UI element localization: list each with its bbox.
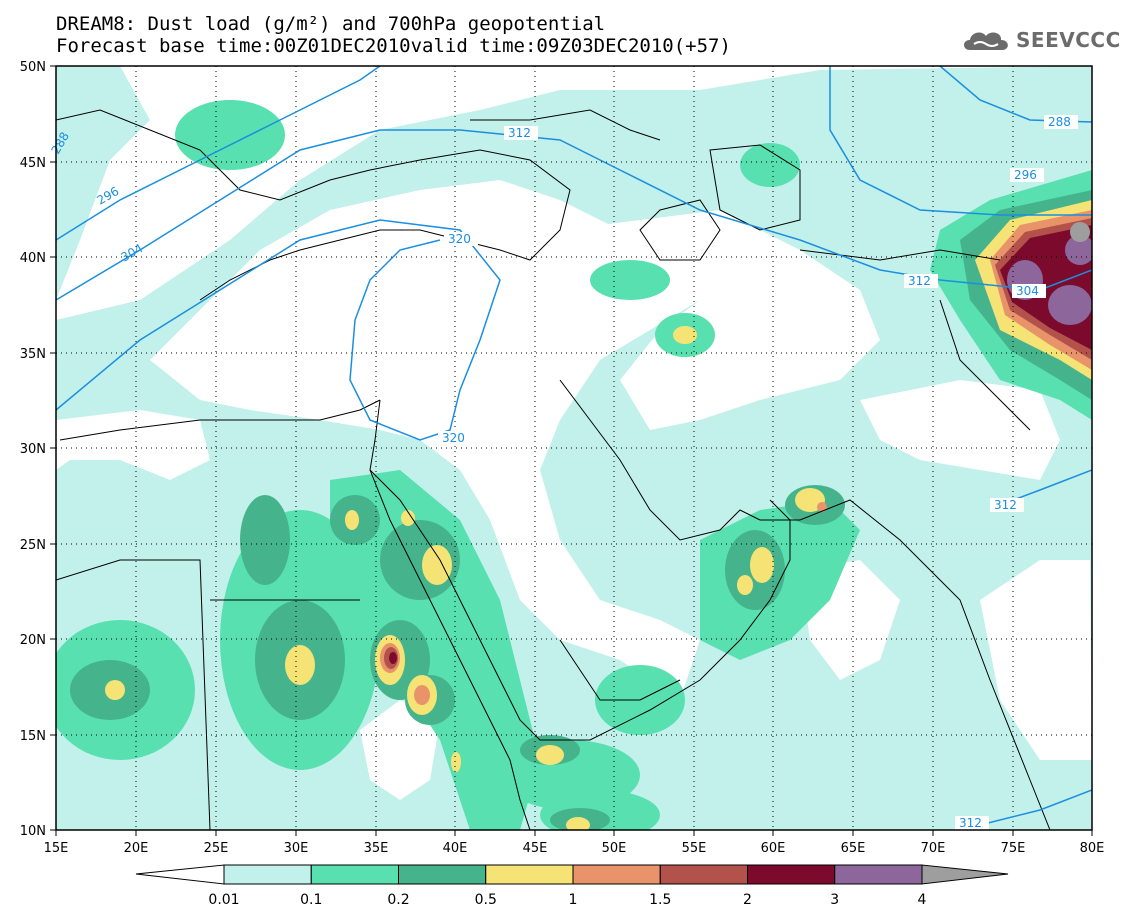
lat-label: 50N [20,60,46,75]
latitude-labels: 10N 15N 20N 25N 30N 35N 40N 45N 50N [20,60,46,839]
colorbar-box [398,864,487,885]
title-line-1: DREAM8: Dust load (g/m²) and 700hPa geop… [56,13,606,35]
coastlines [56,109,1051,830]
dust-clear-area [150,180,700,700]
colorbar-over-triangle [921,864,1009,885]
colorbar-box [747,864,836,885]
longitude-labels: 15E 20E 25E 30E 35E 40E 45E 50E 55E 60E … [44,841,1105,856]
contour-label: 312 [908,274,931,288]
lon-label: 30E [284,841,309,856]
colorbar: 0.01 0.1 0.2 0.5 1 1.5 2 3 4 [135,864,1009,908]
axis-ticks [50,65,1093,836]
lat-label: 45N [20,156,46,171]
lat-label: 15N [20,729,46,744]
colorbar-box [572,864,661,885]
contour-label: 312 [959,816,982,830]
lon-label: 70E [921,841,946,856]
colorbar-box [659,864,748,885]
contour-label: 320 [448,232,471,246]
colorbar-under-triangle [135,864,225,885]
title-line-2: Forecast base time:00Z01DEC2010valid tim… [56,35,731,57]
colorbar-label: 1 [569,892,578,908]
lon-label: 35E [364,841,389,856]
cloud-icon [964,32,1008,50]
colorbar-label: 3 [830,892,839,908]
contour-label: 320 [442,431,465,445]
lon-label: 65E [841,841,866,856]
lon-label: 20E [124,841,149,856]
contour-label: 288 [1048,115,1071,129]
lon-label: 75E [1001,841,1026,856]
lon-label: 45E [523,841,548,856]
lat-label: 40N [20,251,46,266]
seevccc-logo: SEEVCCC [960,26,1121,54]
lat-label: 30N [20,442,46,457]
colorbar-label: 1.5 [649,892,671,908]
colorbar-label: 0.2 [387,892,409,908]
logo-text: SEEVCCC [1016,28,1121,52]
contour-label: 312 [994,498,1017,512]
lat-label: 10N [20,824,46,839]
contour-label: 312 [508,126,531,140]
contour-label: 304 [1016,284,1039,298]
colorbar-label: 4 [918,892,927,908]
colorbar-box [834,864,923,885]
contour-label: 296 [1014,168,1037,182]
lon-label: 25E [204,841,229,856]
colorbar-label: 0.5 [475,892,497,908]
colorbar-box [310,864,399,885]
lat-label: 35N [20,347,46,362]
lon-label: 55E [682,841,707,856]
lon-label: 15E [44,841,69,856]
colorbar-label: 2 [743,892,752,908]
lat-label: 20N [20,633,46,648]
lon-label: 50E [602,841,627,856]
colorbar-box [485,864,574,885]
colorbar-label: 0.1 [300,892,322,908]
colorbar-label: 0.01 [208,892,239,908]
colorbar-box [223,864,312,885]
lat-label: 25N [20,538,46,553]
lon-label: 40E [443,841,468,856]
dust-level-4 [1070,222,1090,242]
lon-label: 80E [1080,841,1105,856]
lon-label: 60E [761,841,786,856]
